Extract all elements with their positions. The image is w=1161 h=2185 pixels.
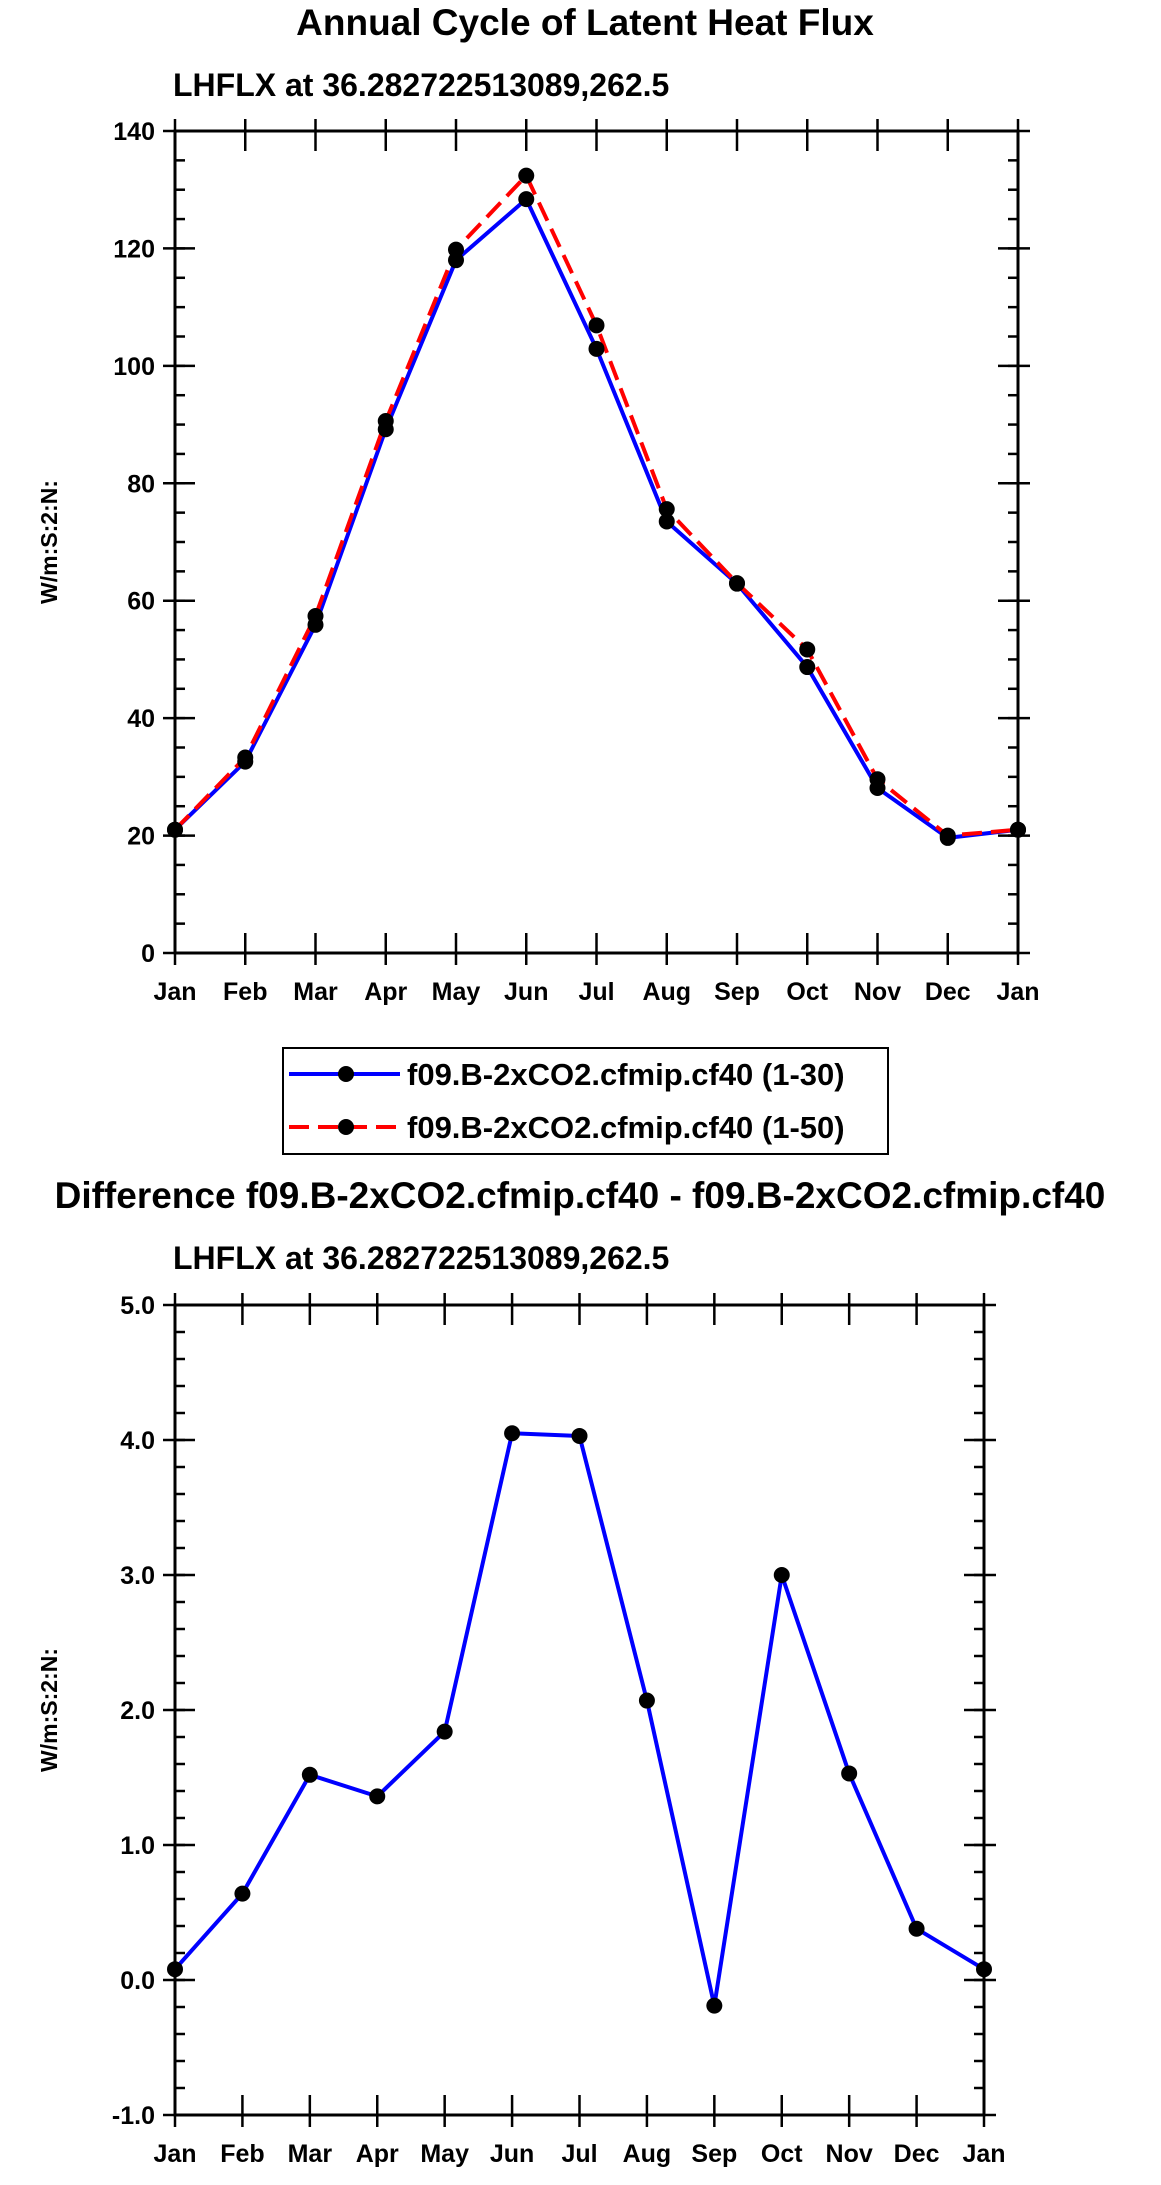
x-tick-label: Jun (504, 978, 548, 1006)
y-tick-label: 60 (127, 588, 155, 616)
y-tick-label: -1.0 (112, 2102, 155, 2130)
series-2-point (1010, 821, 1026, 838)
y-tick-label: 3.0 (120, 1562, 155, 1590)
series-1-point (518, 191, 535, 208)
y-axis-label: W/m:S:2:N: (36, 480, 62, 604)
plot-frame (173, 1303, 986, 2117)
legend-marker-1 (338, 1066, 354, 1082)
series-1-point (369, 1788, 386, 1805)
y-tick-label: 40 (127, 705, 155, 733)
chart1-legend: f09.B-2xCO2.cfmip.cf40 (1-30) f09.B-2xCO2… (282, 1047, 889, 1155)
x-tick-label: Jan (962, 2140, 1005, 2168)
x-tick-label: Mar (293, 978, 338, 1006)
chart2-title: Difference f09.B-2xCO2.cfmip.cf40 - f09.… (55, 1175, 1106, 1216)
chart2-subtitle: LHFLX at 36.282722513089,262.5 (173, 1240, 669, 1276)
x-tick-label: Mar (288, 2140, 333, 2168)
series-line-2 (173, 173, 1019, 838)
series-2-point (869, 771, 886, 788)
series-1-point (571, 1427, 588, 1444)
x-tick-label: Dec (925, 978, 971, 1006)
series-1-point (638, 1692, 655, 1709)
chart1-title: Annual Cycle of Latent Heat Flux (296, 2, 874, 43)
x-tick-label: Sep (691, 2140, 737, 2168)
x-tick-label: May (420, 2140, 469, 2168)
x-tick-label: Nov (854, 978, 901, 1006)
series-2-point (939, 827, 956, 844)
y-tick-label: 5.0 (120, 1292, 155, 1320)
series-2-point (237, 749, 254, 766)
series-1-point (773, 1567, 790, 1583)
series-1-point (908, 1920, 925, 1937)
series-1-point (658, 513, 675, 530)
x-tick-label: Apr (364, 978, 407, 1006)
x-tick-label: Aug (623, 2140, 672, 2168)
legend-marker-2 (338, 1119, 354, 1135)
x-tick-label: Sep (714, 978, 760, 1006)
series-1-point (706, 1997, 723, 2014)
y-tick-label: 100 (113, 353, 155, 381)
series-2-point (658, 501, 675, 518)
legend-label-1: f09.B-2xCO2.cfmip.cf40 (1-30) (407, 1057, 845, 1092)
x-tick-label: Jul (578, 978, 614, 1006)
series-2-point (448, 241, 464, 258)
x-tick-label: Jun (490, 2140, 534, 2168)
series-2-point (799, 641, 816, 658)
chart1-plot: 0 20 40 60 80 100 120 140 Jan Feb Mar Apr May Jun Jul A… (36, 118, 1040, 1006)
series-1-point (976, 1961, 992, 1978)
series-2-point (307, 607, 324, 624)
x-tick-label: Apr (356, 2140, 399, 2168)
legend-box (282, 1047, 889, 1155)
series-1-point (504, 1425, 521, 1442)
series-line-1 (173, 197, 1019, 840)
series-2-point (377, 413, 394, 430)
series-2-point (167, 821, 183, 838)
chart2-plot: -1.0 0.0 1.0 2.0 3.0 4.0 5.0 Jan Feb Mar Apr May Jun… (36, 1292, 1006, 2168)
y-tick-label: 4.0 (120, 1427, 155, 1455)
x-tick-label: Jan (996, 978, 1039, 1006)
x-tick-label: Nov (826, 2140, 873, 2168)
y-tick-label: 0 (141, 940, 155, 968)
x-tick-label: May (432, 978, 481, 1006)
series-2-point (729, 575, 745, 592)
x-tick-label: Feb (223, 978, 267, 1006)
x-tick-label: Oct (761, 2140, 803, 2168)
x-tick-label: Jan (153, 978, 196, 1006)
series-1-point (301, 1766, 318, 1783)
y-tick-label: 1.0 (120, 1832, 155, 1860)
legend-label-2: f09.B-2xCO2.cfmip.cf40 (1-50) (407, 1110, 845, 1145)
series-1-point (841, 1765, 858, 1782)
chart1-subtitle: LHFLX at 36.282722513089,262.5 (173, 67, 669, 103)
y-axis-label: W/m:S:2:N: (36, 1648, 62, 1772)
x-tick-label: Feb (220, 2140, 264, 2168)
series-1-point (436, 1723, 453, 1740)
x-tick-label: Jan (153, 2140, 196, 2168)
series-2-point (518, 167, 535, 184)
y-tick-label: 120 (113, 235, 155, 263)
y-tick-label: 20 (127, 823, 155, 851)
y-tick-label: 80 (127, 470, 155, 498)
y-tick-label: 140 (113, 118, 155, 146)
series-line-1 (173, 1431, 986, 2008)
series-1-point (167, 1961, 183, 1978)
plot-frame (173, 129, 1020, 955)
series-1-point (234, 1885, 251, 1902)
x-tick-label: Oct (786, 978, 828, 1006)
y-tick-label: 2.0 (120, 1697, 155, 1725)
x-tick-label: Jul (561, 2140, 597, 2168)
series-2-point (588, 317, 605, 334)
y-tick-label: 0.0 (120, 1967, 155, 1995)
x-tick-label: Aug (642, 978, 691, 1006)
series-1-point (588, 340, 605, 357)
x-tick-label: Dec (894, 2140, 940, 2168)
series-1-point (799, 659, 816, 676)
